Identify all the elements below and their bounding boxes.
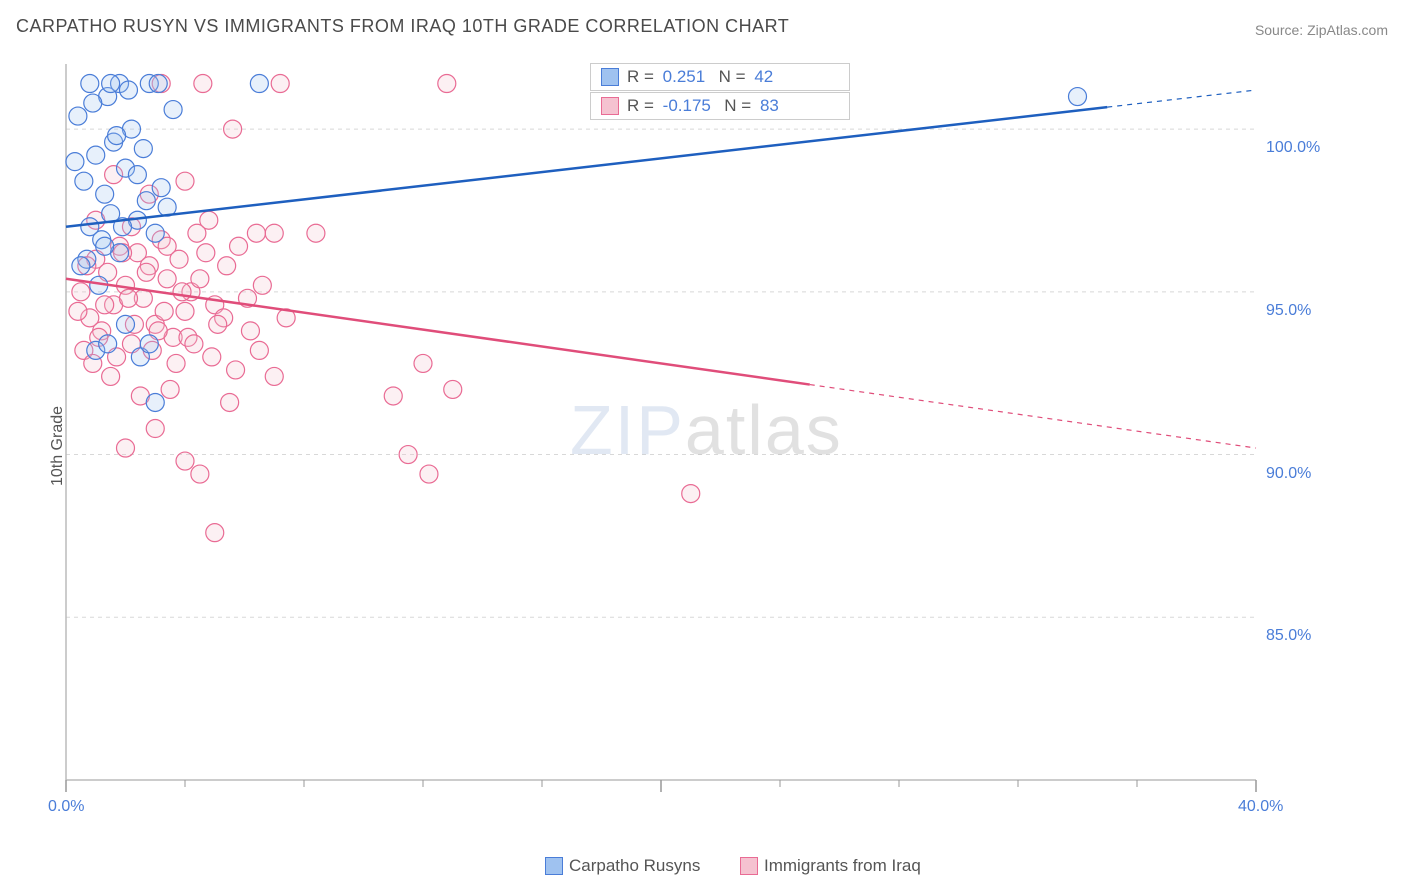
y-tick-label: 95.0% xyxy=(1266,302,1311,320)
scatter-plot-svg xyxy=(62,58,1330,818)
y-tick-label: 85.0% xyxy=(1266,627,1311,645)
swatch-icon xyxy=(601,68,619,86)
swatch-icon xyxy=(545,857,563,875)
stat-r-label: R = xyxy=(627,67,659,87)
stat-r-value: -0.175 xyxy=(663,96,711,116)
legend-label: Carpatho Rusyns xyxy=(569,856,700,876)
chart-container xyxy=(62,58,1330,818)
y-tick-label: 90.0% xyxy=(1266,465,1311,483)
stat-n-label: N = xyxy=(715,96,756,116)
source-label: Source: ZipAtlas.com xyxy=(1255,22,1388,38)
stat-box-series-1: R = -0.175 N = 83 xyxy=(590,92,850,120)
swatch-icon xyxy=(601,97,619,115)
legend-label: Immigrants from Iraq xyxy=(764,856,921,876)
legend-series-1: Immigrants from Iraq xyxy=(740,856,921,876)
x-tick-label: 40.0% xyxy=(1238,798,1283,816)
y-tick-label: 100.0% xyxy=(1266,139,1320,157)
swatch-icon xyxy=(740,857,758,875)
stat-n-value: 83 xyxy=(760,96,779,116)
stat-n-value: 42 xyxy=(754,67,773,87)
stat-n-label: N = xyxy=(709,67,750,87)
stat-box-series-0: R = 0.251 N = 42 xyxy=(590,63,850,91)
legend-series-0: Carpatho Rusyns xyxy=(545,856,700,876)
chart-title: CARPATHO RUSYN VS IMMIGRANTS FROM IRAQ 1… xyxy=(16,16,789,37)
stat-r-value: 0.251 xyxy=(663,67,706,87)
x-tick-label: 0.0% xyxy=(48,798,84,816)
stat-r-label: R = xyxy=(627,96,659,116)
